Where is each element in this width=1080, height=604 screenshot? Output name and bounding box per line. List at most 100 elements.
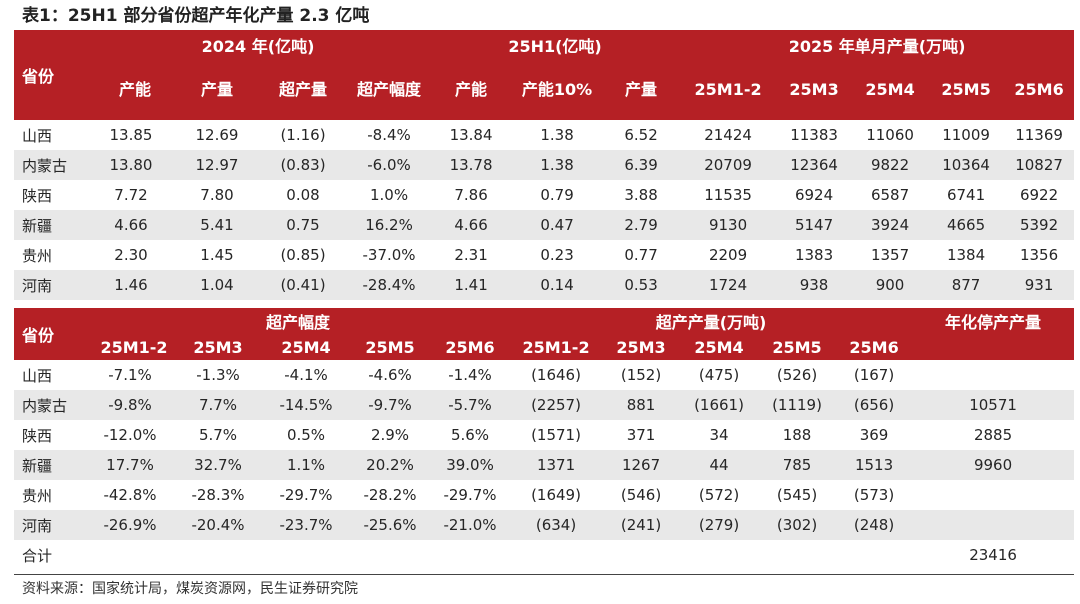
value-cell: 11369 bbox=[1015, 126, 1063, 144]
value-cell: (152) bbox=[620, 366, 662, 384]
value-cell: 21424 bbox=[704, 126, 752, 144]
header-province: 省份 bbox=[14, 308, 86, 360]
value-cell: 1267 bbox=[602, 450, 681, 480]
value-cell: -9.7% bbox=[350, 390, 430, 420]
value-cell: (302) bbox=[758, 510, 837, 540]
value-cell: 5147 bbox=[776, 210, 853, 240]
header-row-columns: 25M1-2 25M3 25M4 25M5 25M6 25M1-2 25M3 25M4 25M5… bbox=[14, 334, 1075, 360]
value-cell: 11535 bbox=[704, 186, 752, 204]
value-cell: 1513 bbox=[836, 450, 913, 480]
value-cell: (656) bbox=[836, 390, 913, 420]
table-row: 贵州 -42.8% -28.3% -29.7% -28.2% -29.7% (1649) (5… bbox=[14, 480, 1074, 510]
value-cell: 9822 bbox=[852, 150, 929, 180]
province-cell: 贵州 bbox=[22, 246, 53, 265]
value-cell: -5.7% bbox=[430, 390, 511, 420]
province-cell: 新疆 bbox=[14, 210, 86, 240]
total-row: 合计 23416 bbox=[14, 540, 1074, 570]
value-cell: 13.80 bbox=[86, 150, 176, 180]
value-cell: 1383 bbox=[794, 246, 834, 264]
value-cell: -1.4% bbox=[448, 366, 492, 384]
value-cell: 188 bbox=[782, 426, 812, 444]
value-cell: (2257) bbox=[510, 390, 603, 420]
value-cell: 32.7% bbox=[174, 450, 262, 480]
value-cell: 1357 bbox=[870, 246, 910, 264]
value-cell: 6587 bbox=[870, 186, 910, 204]
table-row: 山西 -7.1% -1.3% -4.1% -4.6% -1.4% (1646) (152) (4… bbox=[14, 360, 1074, 390]
value-cell: 44 bbox=[680, 450, 759, 480]
header-group-range: 超产幅度 bbox=[86, 308, 511, 334]
value-cell: 0.14 bbox=[512, 270, 603, 300]
total-value: 23416 bbox=[969, 546, 1017, 564]
value-cell: 20.2% bbox=[350, 450, 430, 480]
value-cell: (241) bbox=[602, 510, 681, 540]
value-cell: 6741 bbox=[946, 186, 986, 204]
value-cell: 7.72 bbox=[114, 186, 148, 204]
header-group-2025-monthly: 2025 年单月产量(万吨) bbox=[680, 30, 1075, 60]
bottom-divider bbox=[14, 574, 1074, 575]
header-annual: 年化停产产量 bbox=[912, 308, 1075, 334]
value-cell: -4.1% bbox=[284, 366, 328, 384]
value-cell: -42.8% bbox=[103, 486, 157, 504]
value-cell: 11383 bbox=[790, 126, 838, 144]
header-row-groups: 省份 超产幅度 超产产量(万吨) 年化停产产量 bbox=[14, 308, 1075, 360]
header-row-groups: 省份 2024 年(亿吨) 25H1(亿吨) 2025 年单月产量(万吨) bbox=[14, 30, 1075, 120]
column-header-empty bbox=[912, 334, 1075, 360]
total-label: 合计 bbox=[22, 546, 53, 565]
value-cell: 2.79 bbox=[602, 210, 681, 240]
value-cell: 12.97 bbox=[176, 150, 258, 180]
value-cell: 34 bbox=[709, 426, 729, 444]
value-cell: -9.8% bbox=[86, 390, 174, 420]
empty-cell bbox=[262, 540, 350, 570]
empty-cell bbox=[680, 540, 758, 570]
value-cell: (0.85) bbox=[280, 246, 326, 264]
value-cell: (0.41) bbox=[258, 270, 348, 300]
value-cell: 1.41 bbox=[430, 270, 513, 300]
value-cell: 0.77 bbox=[624, 246, 658, 264]
empty-cell bbox=[174, 540, 262, 570]
value-cell: 12.69 bbox=[195, 126, 239, 144]
value-cell: 11060 bbox=[866, 126, 914, 144]
value-cell: -28.4% bbox=[348, 270, 431, 300]
value-cell: -4.6% bbox=[368, 366, 412, 384]
column-header: 25M5 bbox=[350, 334, 430, 360]
column-header: 产量 bbox=[176, 60, 258, 120]
annual-cell: 2885 bbox=[973, 426, 1013, 444]
table-row: 贵州 2.30 1.45 (0.85) -37.0% 2.31 0.23 0.77 2209 13… bbox=[14, 240, 1074, 270]
column-header: 25M1-2 bbox=[680, 60, 777, 120]
value-cell: 900 bbox=[852, 270, 929, 300]
table-row: 内蒙古 -9.8% 7.7% -14.5% -9.7% -5.7% (2257) 881 (16… bbox=[14, 390, 1075, 420]
value-cell: 938 bbox=[776, 270, 853, 300]
column-header: 25M6 bbox=[1004, 60, 1075, 120]
value-cell: 3924 bbox=[852, 210, 929, 240]
value-cell: -26.9% bbox=[86, 510, 174, 540]
value-cell: 39.0% bbox=[430, 450, 511, 480]
column-header: 超产量 bbox=[258, 60, 348, 120]
value-cell: 1.1% bbox=[262, 450, 350, 480]
value-cell: (1649) bbox=[531, 486, 581, 504]
value-cell: (475) bbox=[698, 366, 740, 384]
column-header: 25M4 bbox=[680, 334, 759, 360]
value-cell: 1.38 bbox=[512, 150, 603, 180]
value-cell: 0.08 bbox=[286, 186, 320, 204]
column-header: 25M5 bbox=[928, 60, 1005, 120]
value-cell: 0.75 bbox=[258, 210, 348, 240]
value-cell: -21.0% bbox=[430, 510, 511, 540]
province-cell: 陕西 bbox=[22, 186, 53, 205]
value-cell: 371 bbox=[626, 426, 656, 444]
column-header: 25M5 bbox=[758, 334, 837, 360]
province-cell: 河南 bbox=[14, 510, 86, 540]
annual-cell: 9960 bbox=[912, 450, 1075, 480]
value-cell: (248) bbox=[836, 510, 913, 540]
value-cell: 369 bbox=[859, 426, 889, 444]
empty-cell bbox=[430, 540, 510, 570]
value-cell: -20.4% bbox=[174, 510, 262, 540]
value-cell: 1.45 bbox=[200, 246, 234, 264]
column-header: 25M6 bbox=[430, 334, 511, 360]
table-row: 陕西 -12.0% 5.7% 0.5% 2.9% 5.6% (1571) 371 34 188 36… bbox=[14, 420, 1074, 450]
table-row: 陕西 7.72 7.80 0.08 1.0% 7.86 0.79 3.88 11535 6924 6… bbox=[14, 180, 1074, 210]
value-cell: -37.0% bbox=[362, 246, 416, 264]
value-cell: 7.86 bbox=[454, 186, 488, 204]
empty-cell bbox=[602, 540, 680, 570]
value-cell: 6.52 bbox=[624, 126, 658, 144]
column-header: 超产幅度 bbox=[348, 60, 431, 120]
